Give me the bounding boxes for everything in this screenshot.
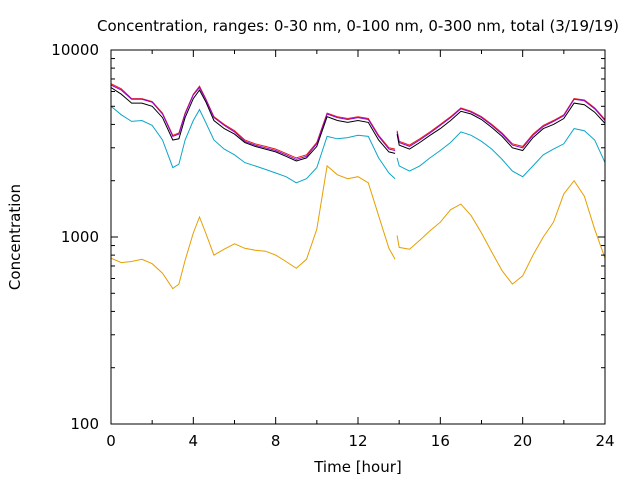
x-tick-label: 8 <box>271 432 281 450</box>
series-line-1 <box>110 83 396 159</box>
series-line-5 <box>110 164 396 290</box>
series-line-5 <box>396 179 606 285</box>
series-line-2 <box>110 84 396 160</box>
plot-frame <box>110 49 606 425</box>
series-line-3 <box>110 87 396 162</box>
x-axis-label: Time [hour] <box>313 458 402 476</box>
y-axis-label: Concentration <box>6 184 24 290</box>
series-line-4 <box>396 128 606 178</box>
ticks-layer: 0 4 8 12 16 20 24 100 1000 10000 <box>51 41 614 450</box>
x-tick-label: 12 <box>348 432 367 450</box>
series-layer <box>110 83 606 290</box>
series-line-3 <box>396 102 606 152</box>
x-tick-label: 20 <box>513 432 532 450</box>
y-tick-label: 10000 <box>51 41 99 59</box>
chart-title: Concentration, ranges: 0-30 nm, 0-100 nm… <box>97 17 619 35</box>
x-tick-label: 0 <box>106 432 116 450</box>
x-tick-label: 4 <box>189 432 199 450</box>
x-tick-label: 24 <box>595 432 614 450</box>
series-line-2 <box>396 98 606 149</box>
y-tick-label: 1000 <box>61 228 99 246</box>
series-line-4 <box>110 105 396 184</box>
x-tick-label: 16 <box>431 432 450 450</box>
y-tick-label: 100 <box>70 415 99 433</box>
series-line-1 <box>396 98 606 147</box>
